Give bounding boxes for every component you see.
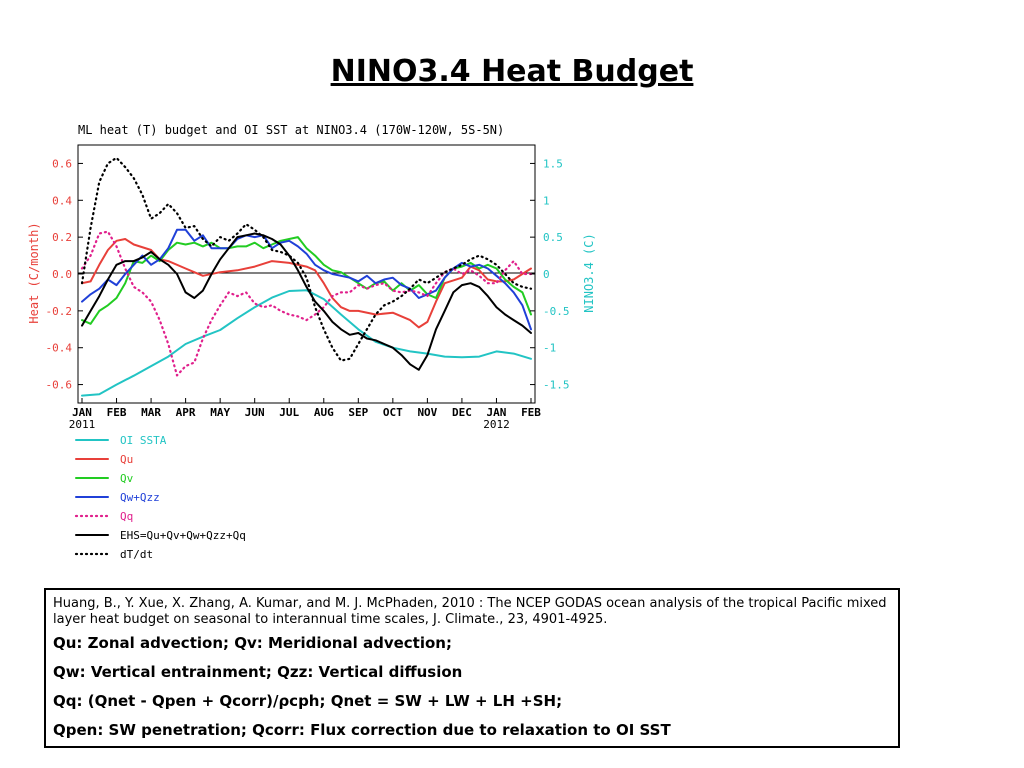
plot-frame — [77, 144, 536, 404]
slide-title: NINO3.4 Heat Budget — [330, 54, 694, 90]
x-tick-label: AUG — [314, 406, 334, 419]
reference-box: Huang, B., Y. Xue, X. Zhang, A. Kumar, a… — [44, 588, 900, 748]
x-tick-label: DEC — [452, 406, 472, 419]
x-tick-label: MAY — [210, 406, 230, 419]
year-label: 2011 — [69, 418, 96, 431]
right-axis-label: NINO3.4 (C) — [582, 233, 596, 312]
left-axis: -0.6 -0.4 -0.2 0.0 0.2 0.4 0.6 — [46, 157, 83, 392]
x-tick-label: OCT — [383, 406, 403, 419]
series-line-0 — [81, 289, 532, 397]
x-tick-label: JUN — [245, 406, 265, 419]
series-line-4 — [80, 230, 533, 377]
series-line-1 — [81, 238, 532, 329]
right-tick-label: -1 — [543, 342, 556, 355]
x-tick-label: JUL — [279, 406, 299, 419]
definition-qq: Qq: (Qnet - Qpen + Qcorr)/ρcph; Qnet = S… — [53, 692, 563, 710]
right-tick-label: 0.5 — [543, 231, 563, 244]
left-tick-label: -0.4 — [46, 342, 73, 355]
left-tick-label: -0.6 — [46, 379, 73, 392]
x-tick-label: JAN — [72, 406, 92, 419]
legend-label: Qu — [120, 453, 133, 466]
legend-label: Qv — [120, 472, 134, 485]
definition-qpen: Qpen: SW penetration; Qcorr: Flux correc… — [53, 721, 671, 739]
right-axis: -1.5 -1 -0.5 0 0.5 1 1.5 — [530, 157, 570, 392]
legend-label: Qw+Qzz — [120, 491, 160, 504]
definition-advection: Qu: Zonal advection; Qv: Meridional adve… — [53, 634, 452, 652]
series-layer — [80, 156, 533, 397]
x-axis: JAN FEB MAR APR MAY JUN JUL AUG SEP OCT NOV DEC JAN F… — [69, 398, 541, 431]
definition-vertical: Qw: Vertical entrainment; Qzz: Vertical … — [53, 663, 463, 681]
x-tick-label: FEB — [521, 406, 541, 419]
series-line-5 — [81, 232, 532, 371]
x-tick-label: JAN — [487, 406, 507, 419]
legend-label: dT/dt — [120, 548, 153, 561]
left-tick-label: 0.2 — [52, 231, 72, 244]
x-tick-label: NOV — [417, 406, 437, 419]
x-tick-label: FEB — [107, 406, 127, 419]
right-tick-label: -1.5 — [543, 379, 570, 392]
chart-title: ML heat (T) budget and OI SST at NINO3.4… — [78, 123, 504, 137]
legend-label: Qq — [120, 510, 133, 523]
right-tick-label: -0.5 — [543, 305, 570, 318]
year-label: 2012 — [483, 418, 510, 431]
left-tick-label: 0.6 — [52, 157, 72, 170]
left-tick-label: 0.0 — [52, 268, 72, 281]
legend-label: EHS=Qu+Qv+Qw+Qzz+Qq — [120, 529, 246, 542]
legend-label: OI SSTA — [120, 434, 167, 447]
right-tick-label: 1.5 — [543, 157, 563, 170]
left-tick-label: 0.4 — [52, 194, 72, 207]
right-tick-label: 1 — [543, 194, 550, 207]
left-tick-label: -0.2 — [46, 305, 73, 318]
x-tick-label: SEP — [348, 406, 368, 419]
x-tick-label: APR — [176, 406, 196, 419]
heat-budget-chart: ML heat (T) budget and OI SST at NINO3.4… — [27, 123, 596, 561]
right-tick-label: 0 — [543, 268, 550, 281]
left-axis-label: Heat (C/month) — [27, 222, 41, 323]
x-tick-label: MAR — [141, 406, 161, 419]
citation-text: Huang, B., Y. Xue, X. Zhang, A. Kumar, a… — [53, 596, 887, 627]
legend: OI SSTA Qu Qv Qw+Qzz Qq EHS=Qu+Qv+Qw+Qzz+Qq dT… — [74, 434, 246, 561]
series-line-6 — [80, 156, 533, 362]
